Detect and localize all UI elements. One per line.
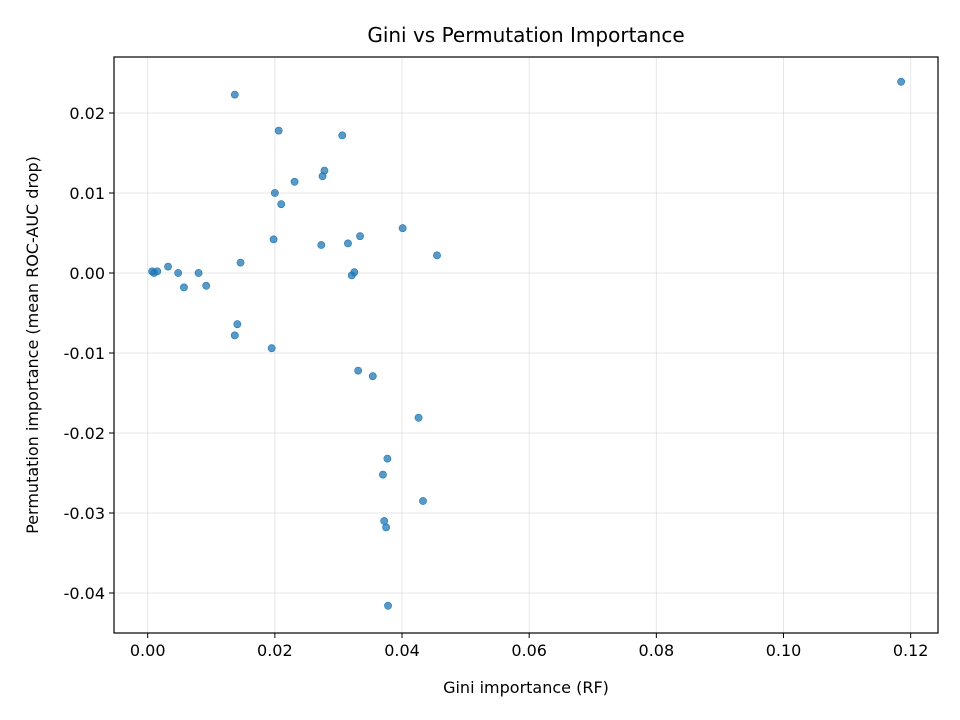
data-point bbox=[414, 413, 423, 422]
data-point bbox=[382, 523, 391, 532]
y-tick-label: -0.04 bbox=[64, 584, 105, 603]
y-tick-label: 0.01 bbox=[69, 184, 105, 203]
data-point bbox=[368, 372, 377, 381]
data-point bbox=[236, 258, 245, 267]
data-point bbox=[174, 269, 183, 277]
y-tick-label: -0.02 bbox=[64, 424, 105, 443]
y-tick-label: 0.00 bbox=[69, 264, 105, 283]
data-point bbox=[150, 269, 158, 277]
data-point bbox=[347, 271, 356, 280]
data-point bbox=[269, 235, 278, 244]
data-point bbox=[274, 126, 283, 135]
data-point bbox=[338, 131, 347, 140]
data-point bbox=[897, 77, 906, 86]
data-point bbox=[267, 344, 276, 353]
data-point bbox=[398, 224, 407, 233]
x-tick-label: 0.12 bbox=[893, 641, 929, 660]
x-tick-label: 0.00 bbox=[130, 641, 166, 660]
data-point bbox=[354, 366, 363, 375]
data-point bbox=[317, 241, 326, 249]
data-point bbox=[379, 470, 387, 479]
data-point bbox=[180, 283, 188, 292]
data-point bbox=[356, 232, 364, 241]
data-point bbox=[277, 200, 286, 209]
data-point bbox=[344, 239, 352, 248]
data-points bbox=[148, 77, 906, 610]
data-point bbox=[318, 172, 327, 181]
data-point bbox=[233, 320, 242, 329]
data-point bbox=[164, 262, 172, 271]
y-tick-label: -0.03 bbox=[64, 504, 105, 523]
y-axis-label: Permutation importance (mean ROC-AUC dro… bbox=[23, 156, 42, 534]
x-tick-label: 0.10 bbox=[766, 641, 802, 660]
chart-title: Gini vs Permutation Importance bbox=[367, 23, 684, 47]
x-tick-label: 0.08 bbox=[639, 641, 675, 660]
data-point bbox=[433, 251, 441, 260]
x-tick-label: 0.02 bbox=[257, 641, 293, 660]
x-tick-label: 0.06 bbox=[511, 641, 547, 660]
x-tick-label: 0.04 bbox=[384, 641, 420, 660]
data-point bbox=[290, 177, 299, 186]
axis-ticks: 0.00 0.02 0.04 0.06 0.08 0.10 0.12 -0.04 -0.03 -0… bbox=[64, 104, 929, 660]
data-point bbox=[419, 497, 427, 505]
data-point bbox=[194, 269, 203, 277]
x-axis-label: Gini importance (RF) bbox=[443, 678, 609, 697]
data-point bbox=[384, 601, 392, 610]
y-tick-label: -0.01 bbox=[64, 344, 105, 363]
data-point bbox=[230, 90, 239, 99]
grid-lines bbox=[114, 57, 938, 633]
data-point bbox=[270, 189, 279, 197]
data-point bbox=[380, 517, 389, 525]
y-tick-label: 0.02 bbox=[69, 104, 105, 123]
data-point bbox=[230, 331, 239, 340]
data-point bbox=[383, 454, 392, 463]
data-point bbox=[202, 281, 211, 290]
plot-frame bbox=[113, 56, 939, 634]
